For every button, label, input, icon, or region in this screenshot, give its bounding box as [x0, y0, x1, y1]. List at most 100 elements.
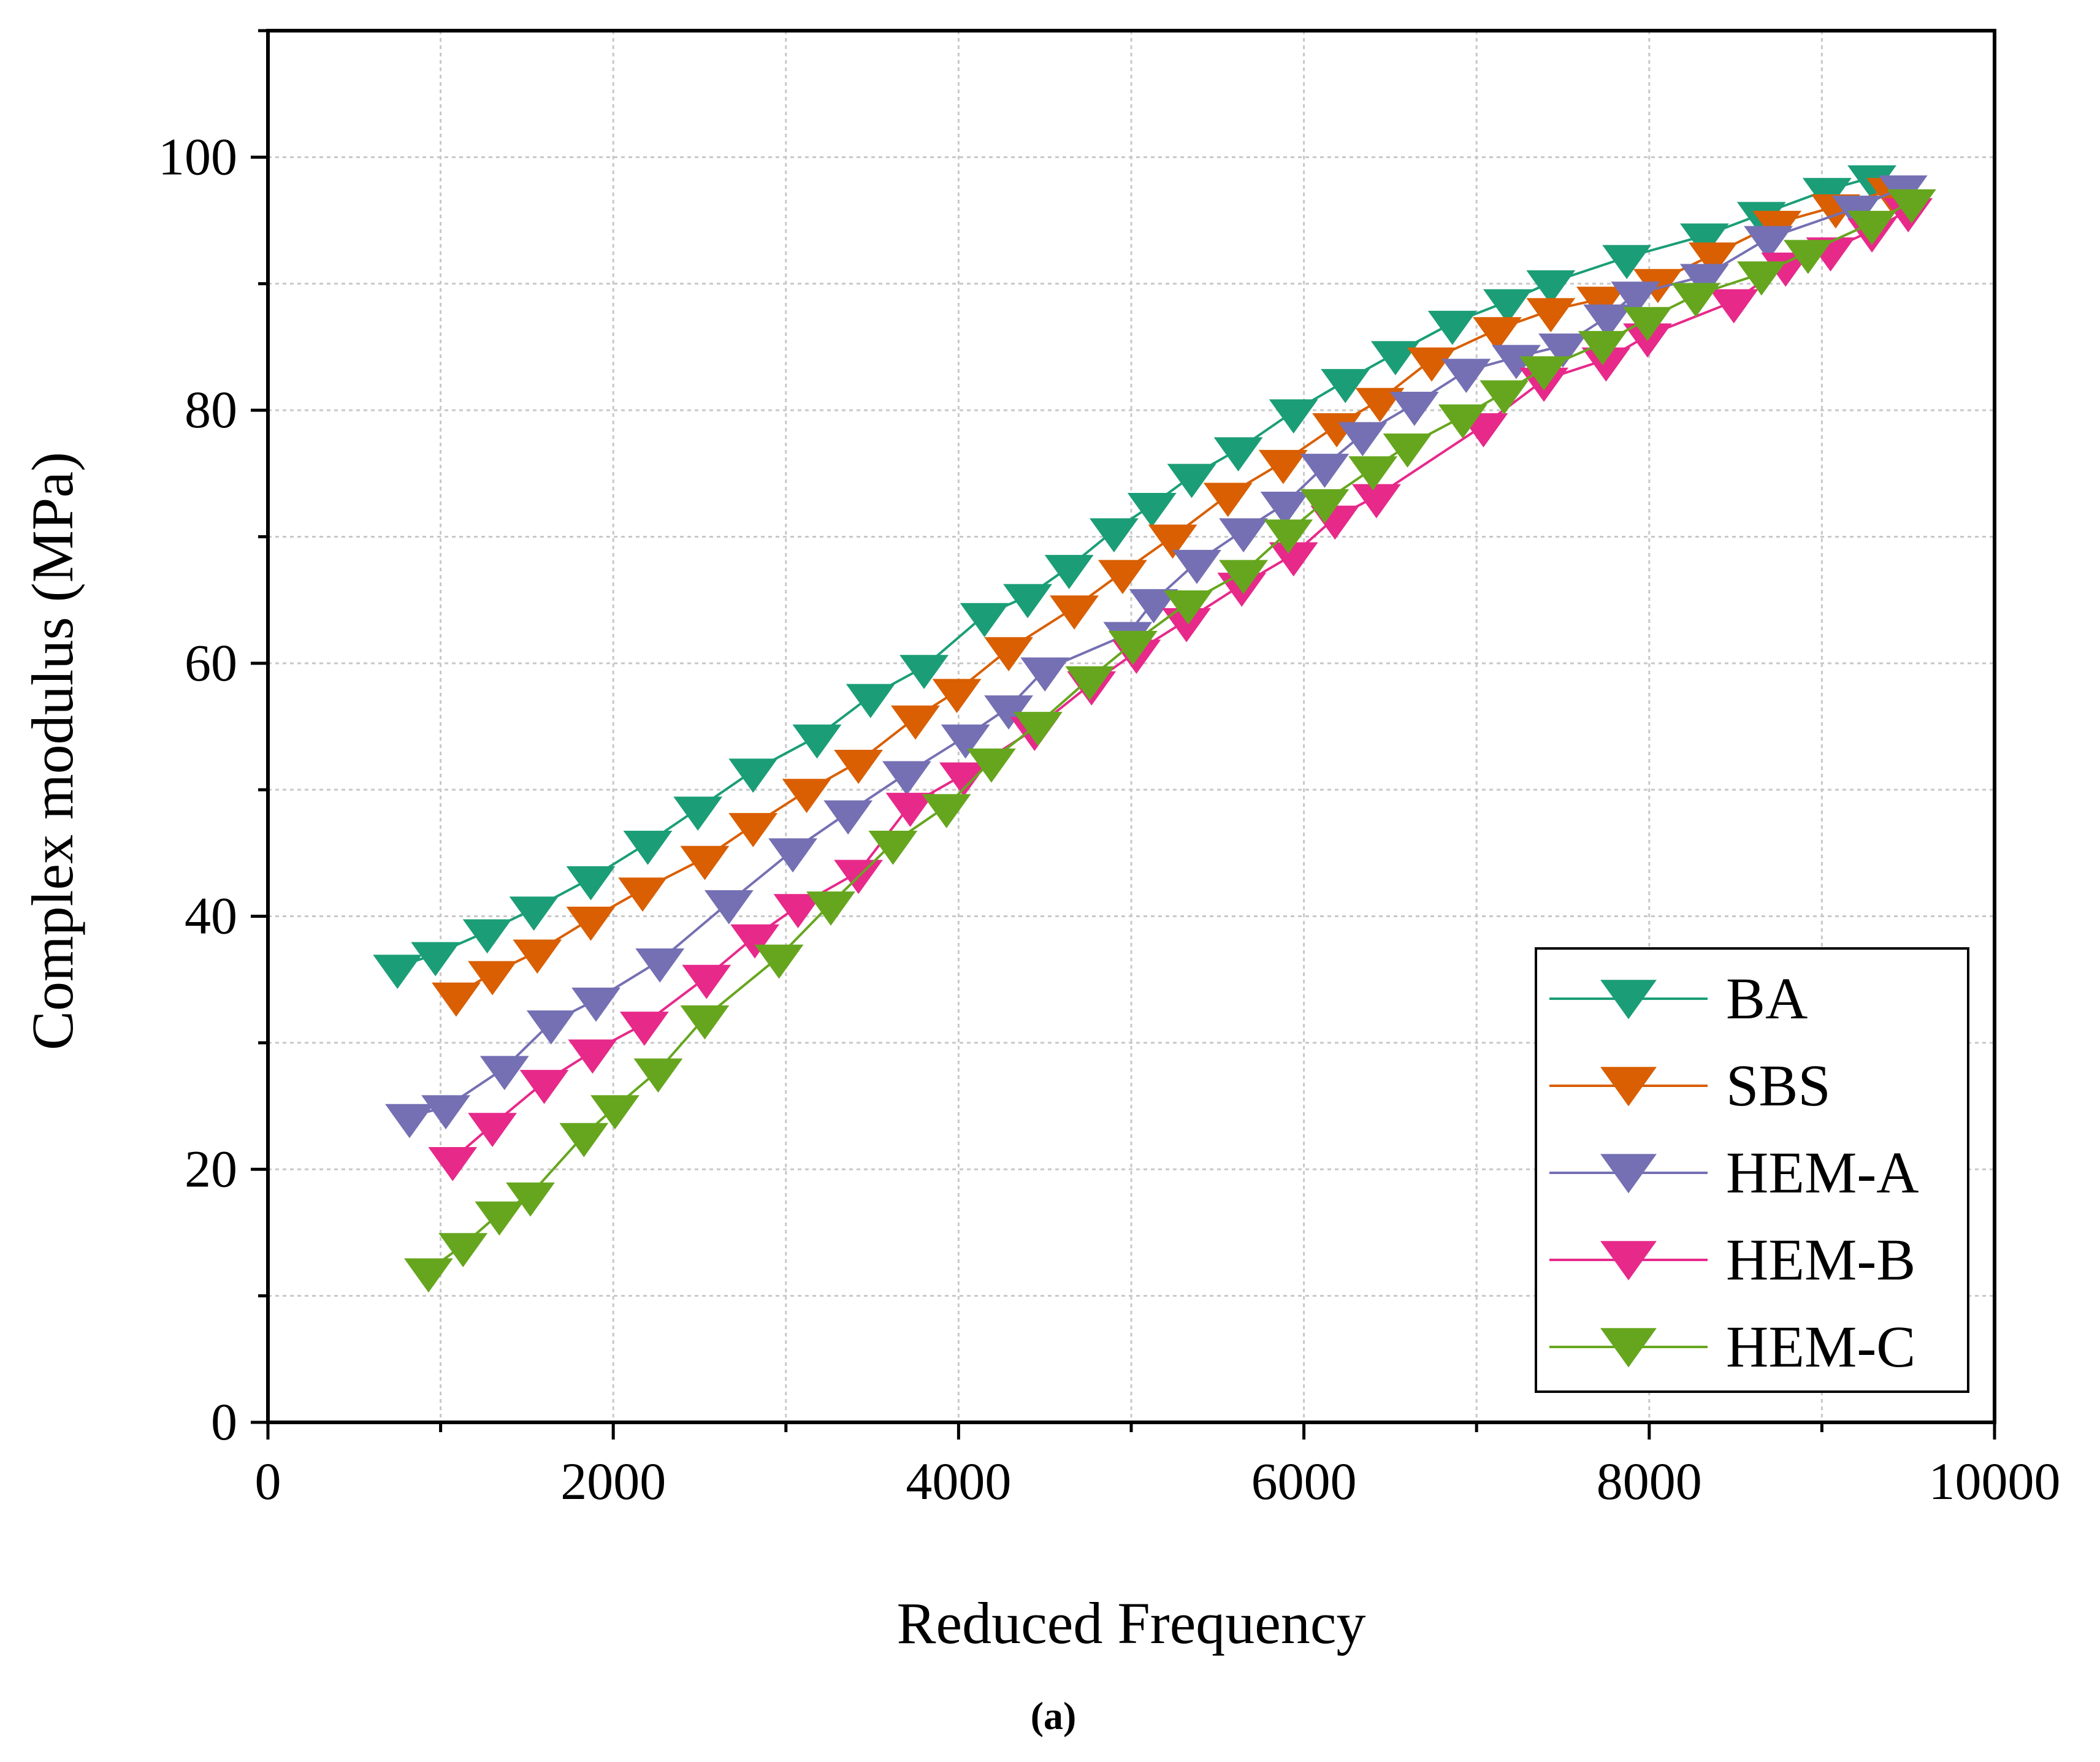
data-point-hem-c: [633, 1058, 683, 1093]
data-point-hem-c: [1383, 433, 1432, 468]
data-point-hem-a: [1611, 281, 1660, 316]
data-point-hem-c: [1480, 380, 1529, 415]
legend-item-ba: BA: [1549, 966, 1808, 1031]
data-point-hem-c: [922, 794, 971, 828]
legend-item-hem-a: HEM-A: [1549, 1140, 1919, 1205]
data-point-hem-c: [475, 1201, 524, 1236]
data-point-hem-c: [506, 1182, 555, 1217]
axis-layer: 0 2000 4000 6000 8000 10000 0 20 40 60 80 100: [158, 29, 2061, 1511]
y-tick-label: 60: [185, 633, 237, 692]
data-point-sbs: [984, 637, 1034, 672]
data-point-hem-c: [1065, 666, 1115, 701]
y-axis-title: Complex modulus (MPa): [20, 452, 85, 1050]
legend-swatch-marker: [1600, 980, 1657, 1020]
data-point-sbs: [468, 961, 517, 996]
figure-caption: (a): [1031, 1694, 1077, 1737]
data-point-ba: [899, 655, 949, 689]
data-point-hem-c: [1264, 519, 1313, 554]
data-point-hem-a: [1260, 491, 1310, 526]
data-point-hem-c: [1671, 283, 1720, 318]
data-point-sbs: [1407, 347, 1456, 382]
legend-label: HEM-A: [1726, 1140, 1919, 1205]
data-point-ba: [1044, 555, 1094, 589]
data-point-sbs: [1050, 595, 1099, 630]
data-point-hem-a: [421, 1095, 470, 1130]
data-point-ba: [673, 796, 723, 831]
data-point-hem-b: [730, 924, 780, 959]
legend-swatch-marker: [1600, 1328, 1657, 1368]
y-tick-label: 0: [211, 1392, 237, 1451]
x-axis-title: Reduced Frequency: [896, 1590, 1365, 1656]
data-point-hem-b: [519, 1070, 569, 1104]
data-point-hem-c: [1108, 630, 1158, 665]
data-point-hem-c: [403, 1258, 453, 1293]
data-point-hem-b: [885, 793, 935, 827]
data-point-hem-a: [571, 987, 620, 1022]
data-point-ba: [1321, 368, 1370, 403]
data-point-hem-c: [1519, 356, 1568, 391]
data-point-hem-a: [1129, 589, 1178, 624]
data-point-hem-a: [1583, 304, 1633, 339]
data-point-hem-a: [1219, 518, 1268, 553]
y-tick-label: 20: [185, 1139, 237, 1198]
data-point-ba: [1602, 245, 1652, 280]
data-point-sbs: [728, 813, 778, 847]
data-point-hem-b: [568, 1039, 617, 1074]
series-hem-c: [403, 189, 1936, 1293]
data-point-sbs: [932, 679, 982, 714]
data-point-hem-a: [1300, 454, 1350, 488]
data-point-ba: [1089, 518, 1139, 553]
data-point-ba: [1483, 289, 1532, 324]
series-hem-a: [384, 175, 1928, 1138]
legend-swatch-marker: [1600, 1067, 1657, 1107]
data-point-sbs: [1148, 524, 1197, 559]
data-point-hem-a: [704, 890, 754, 925]
data-point-ba: [1213, 437, 1263, 471]
data-point-hem-c: [438, 1233, 488, 1268]
data-point-hem-b: [682, 964, 731, 999]
data-point-ba: [462, 919, 512, 954]
data-point-hem-b: [939, 762, 988, 797]
legend: BA SBS HEM-A HEM-B HEM-C: [1535, 947, 1969, 1393]
data-point-ba: [960, 603, 1009, 638]
legend-item-sbs: SBS: [1549, 1053, 1831, 1118]
data-point-hem-c: [1578, 330, 1627, 365]
data-point-hem-c: [1847, 210, 1897, 245]
y-tick-label: 40: [185, 887, 237, 945]
data-point-sbs: [680, 845, 730, 880]
data-point-sbs: [431, 982, 481, 1017]
legend-swatch-marker: [1600, 1154, 1657, 1194]
data-point-ba: [1427, 310, 1477, 345]
data-point-hem-c: [1438, 404, 1487, 439]
data-point-sbs: [1473, 317, 1522, 351]
x-tick-label: 2000: [560, 1452, 666, 1511]
data-point-hem-a: [635, 948, 685, 983]
data-point-hem-a: [384, 1104, 434, 1138]
data-point-ba: [1127, 493, 1177, 527]
data-point-hem-c: [868, 831, 918, 865]
data-point-hem-b: [1351, 484, 1401, 519]
data-point-hem-c: [680, 1005, 730, 1040]
legend-swatch-marker: [1600, 1241, 1657, 1281]
data-point-hem-a: [1538, 334, 1587, 368]
data-point-ba: [1167, 463, 1216, 498]
data-point-hem-a: [1020, 657, 1070, 692]
data-point-hem-c: [966, 748, 1016, 783]
data-point-hem-c: [1300, 489, 1350, 524]
data-point-hem-a: [1389, 391, 1439, 426]
series-line-hem-b: [452, 209, 1909, 1161]
data-point-ba: [509, 896, 559, 931]
data-point-ba: [1679, 223, 1729, 258]
data-point-hem-a: [1172, 549, 1221, 584]
data-point-sbs: [1098, 560, 1147, 595]
data-point-hem-c: [1219, 560, 1268, 595]
data-point-hem-a: [1441, 359, 1491, 394]
data-point-hem-a: [526, 1010, 576, 1045]
data-point-hem-c: [1013, 712, 1063, 746]
data-point-sbs: [566, 906, 616, 941]
data-point-sbs: [1576, 286, 1625, 321]
legend-label: HEM-B: [1726, 1227, 1915, 1292]
data-point-sbs: [1258, 449, 1308, 484]
data-point-sbs: [891, 705, 940, 740]
